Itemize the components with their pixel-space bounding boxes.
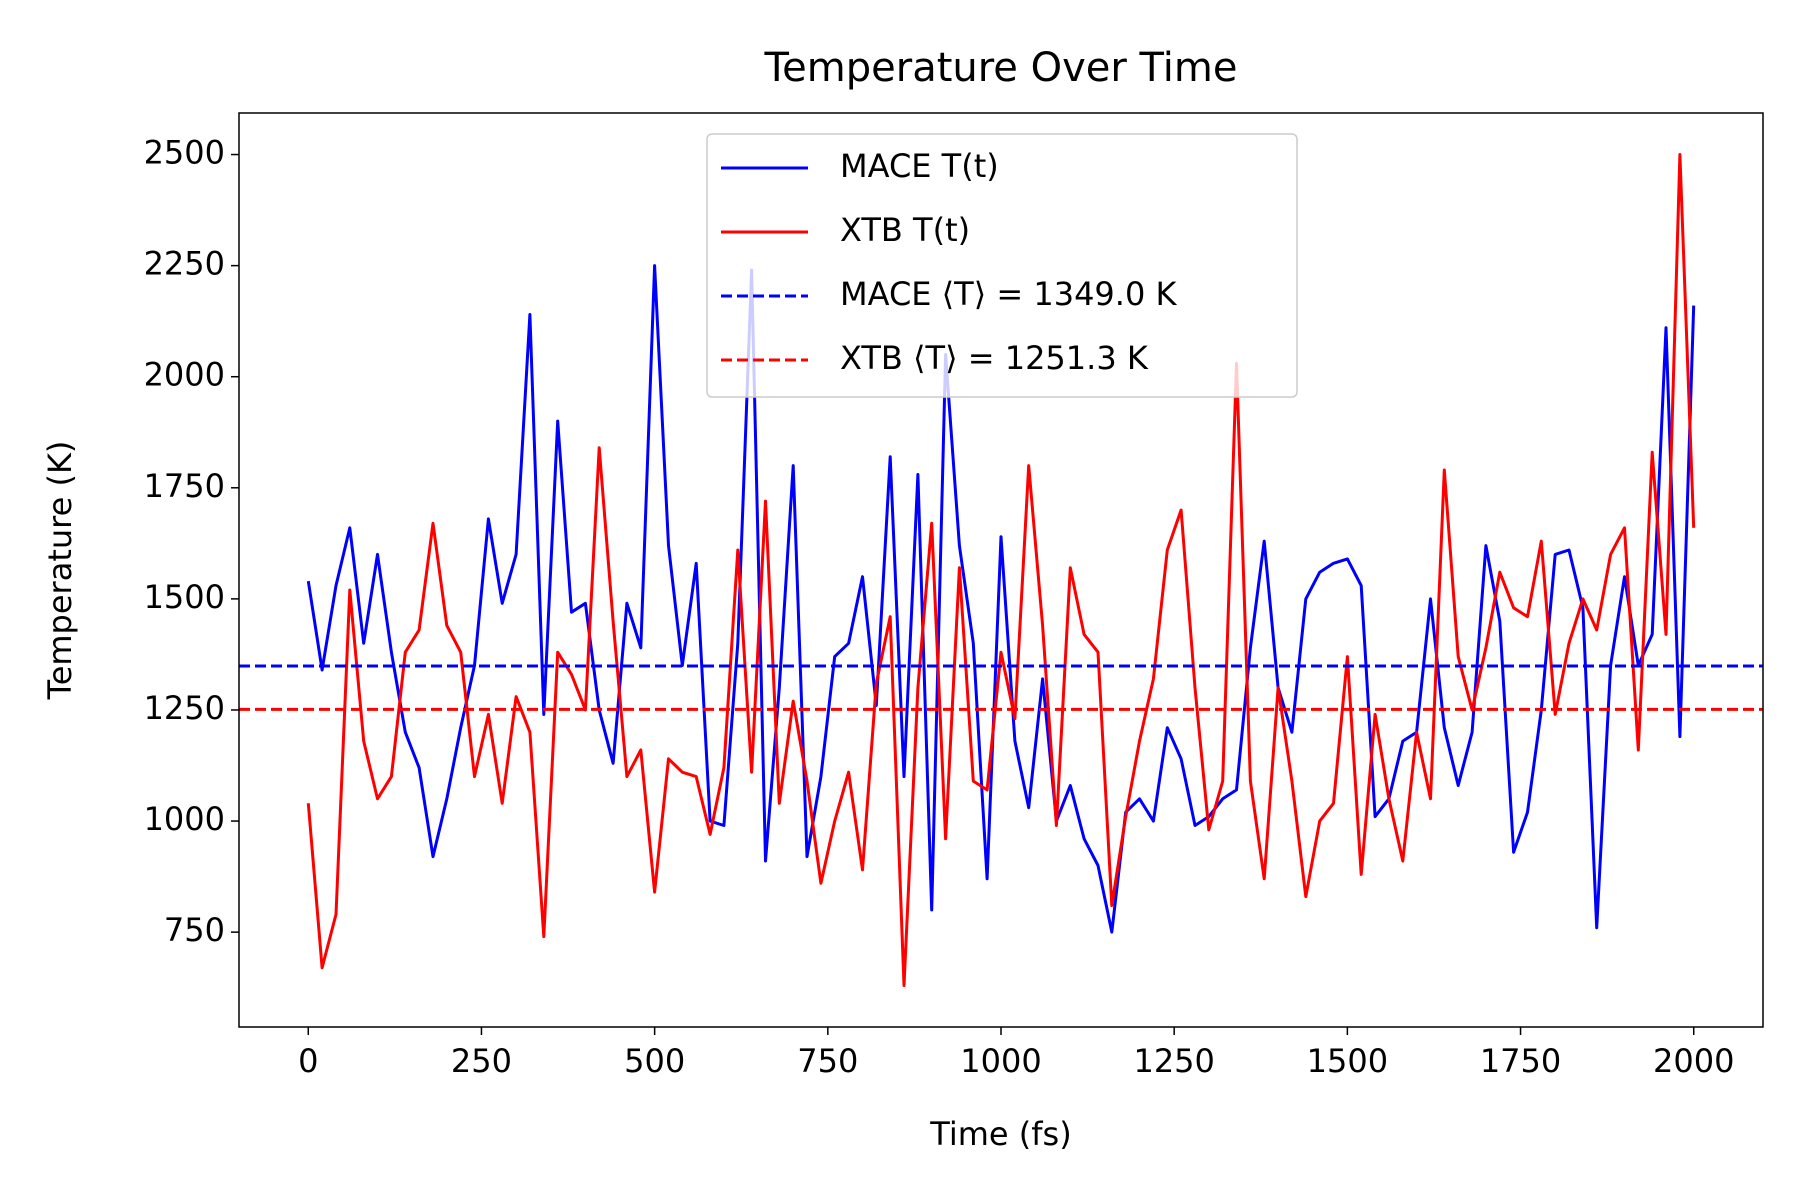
x-tick-label: 500	[624, 1042, 685, 1080]
legend-box	[706, 133, 1298, 398]
x-axis-label: Time (fs)	[929, 1115, 1071, 1153]
data-line	[306, 153, 1696, 987]
x-tick-label: 1500	[1307, 1042, 1388, 1080]
x-tick-label: 0	[298, 1042, 318, 1080]
legend-label: XTB ⟨T⟩ = 1251.3 K	[840, 339, 1149, 377]
plot-area	[239, 153, 1763, 987]
x-tick-label: 250	[451, 1042, 512, 1080]
y-tick-label: 1000	[144, 800, 225, 838]
x-tick-label: 2000	[1653, 1042, 1734, 1080]
x-tick-label: 1750	[1480, 1042, 1561, 1080]
legend: MACE T(t) XTB T(t) MACE ⟨T⟩ = 1349.0 K XTB …	[706, 133, 1298, 398]
y-tick-label: 2500	[144, 134, 225, 172]
x-tick-label: 1250	[1133, 1042, 1214, 1080]
axes-frame	[238, 112, 1764, 1028]
data-line	[306, 264, 1696, 934]
y-tick-label: 1250	[144, 689, 225, 727]
y-tick-label: 2000	[144, 356, 225, 394]
legend-label: MACE ⟨T⟩ = 1349.0 K	[840, 275, 1177, 313]
y-tick-label: 750	[164, 911, 225, 949]
x-tick-label: 750	[797, 1042, 858, 1080]
legend-label: XTB T(t)	[840, 211, 970, 249]
y-axis-label: Temperature (K)	[41, 441, 79, 701]
y-tick-label: 1750	[144, 467, 225, 505]
chart-title: Temperature Over Time	[764, 45, 1238, 91]
x-tick-label: 1000	[960, 1042, 1041, 1080]
legend-label: MACE T(t)	[840, 147, 999, 185]
y-tick-label: 2250	[144, 245, 225, 283]
y-tick-label: 1500	[144, 578, 225, 616]
